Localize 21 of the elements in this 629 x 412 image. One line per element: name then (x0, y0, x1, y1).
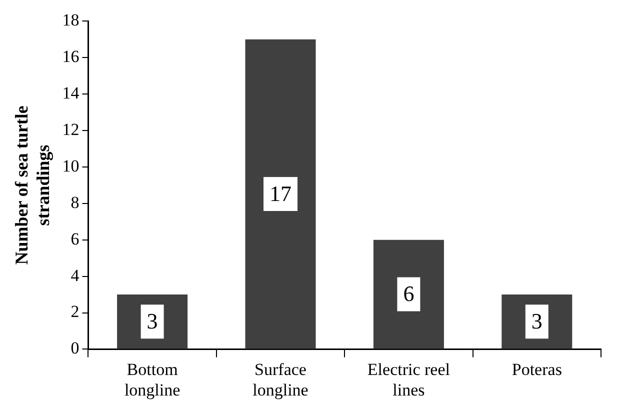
y-tick-label: 10 (62, 156, 80, 176)
data-label: 6 (403, 281, 414, 306)
y-tick-label: 16 (62, 47, 80, 66)
y-tick-label: 12 (62, 120, 80, 139)
y-tick-label: 8 (70, 192, 80, 212)
x-tick-label: Bottom longline (124, 360, 180, 400)
x-tick-label: Surface longline (252, 360, 308, 400)
y-tick-label: 0 (70, 338, 80, 358)
bar (373, 240, 444, 349)
y-tick-label: 18 (62, 10, 80, 30)
data-label: 3 (531, 308, 542, 334)
bar (245, 39, 316, 349)
x-tick-label: Poteras (512, 360, 562, 379)
y-tick-label: 2 (70, 302, 80, 322)
data-label: 3 (146, 308, 158, 334)
y-tick-label: 4 (70, 266, 80, 285)
y-tick-label: 6 (70, 229, 80, 248)
y-tick-label: 14 (62, 84, 80, 103)
y-axis-title: Number of sea turtle strandings (11, 106, 54, 265)
data-label: 17 (270, 180, 292, 206)
x-tick-label: Electric reel lines (367, 360, 450, 400)
